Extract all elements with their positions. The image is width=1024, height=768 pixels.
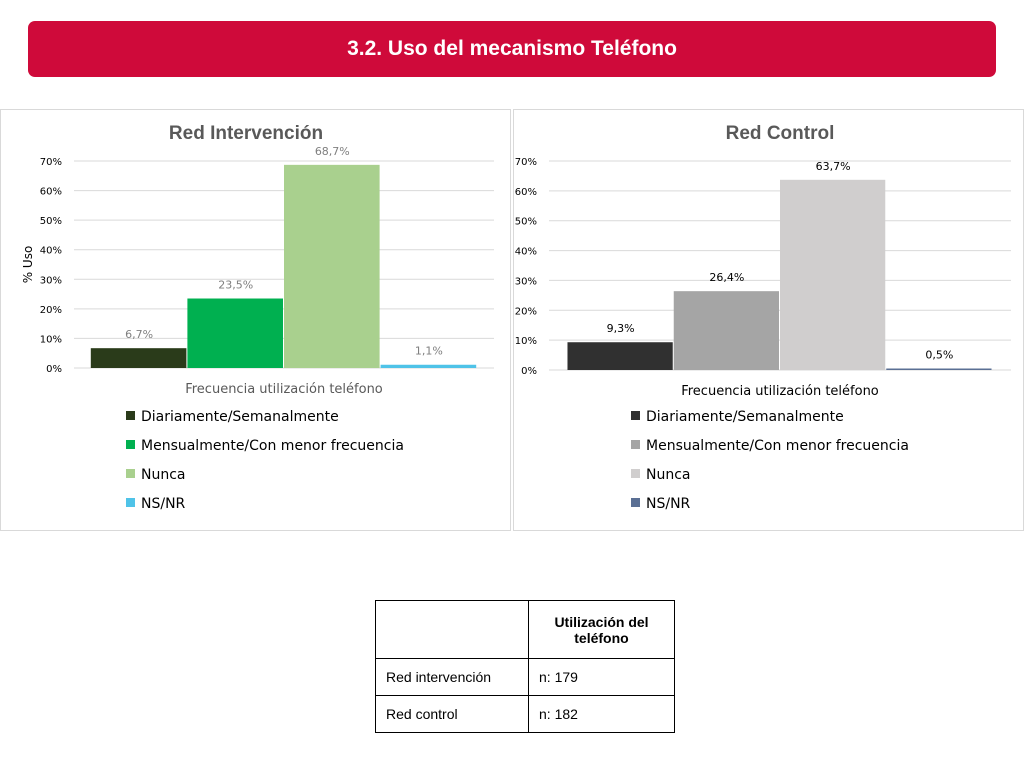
legend-swatch bbox=[126, 498, 135, 507]
bar bbox=[673, 291, 779, 370]
legend-label: Nunca bbox=[141, 467, 186, 483]
table-header-cell: Utilización del teléfono bbox=[528, 600, 675, 659]
legend-label: NS/NR bbox=[141, 496, 186, 512]
table-cell-network: Red intervención bbox=[375, 658, 529, 696]
y-tick-label: 50% bbox=[40, 216, 62, 227]
data-label: 23,5% bbox=[218, 279, 253, 292]
legend-label: Nunca bbox=[646, 467, 691, 483]
bar bbox=[780, 179, 886, 370]
bar bbox=[284, 164, 380, 368]
y-tick-label: 50% bbox=[515, 217, 537, 228]
data-label: 63,7% bbox=[816, 160, 851, 173]
legend-swatch bbox=[631, 469, 640, 478]
legend-label: Diariamente/Semanalmente bbox=[646, 409, 844, 425]
y-tick-label: 0% bbox=[46, 364, 62, 375]
y-tick-label: 70% bbox=[40, 157, 62, 168]
y-tick-label: 60% bbox=[515, 187, 537, 198]
legend-swatch bbox=[126, 440, 135, 449]
legend-swatch bbox=[126, 411, 135, 420]
bar bbox=[567, 342, 673, 370]
legend-swatch bbox=[631, 498, 640, 507]
legend-label: Mensualmente/Con menor frecuencia bbox=[141, 438, 404, 454]
y-tick-label: 20% bbox=[40, 305, 62, 316]
chart-panel-intervencion: Red Intervención 0% 10% 20% 30% 40% 50% 60% 70%%… bbox=[0, 109, 511, 531]
chart-red-control: Red Control 0% 10% 20% 30% 40% 50% 60% 70% 9,3% 26… bbox=[515, 123, 1011, 512]
x-axis-label: Frecuencia utilización teléfono bbox=[681, 384, 879, 399]
data-label: 1,1% bbox=[415, 345, 443, 358]
y-tick-label: 60% bbox=[40, 187, 62, 198]
table-header-cell bbox=[375, 600, 529, 659]
y-tick-label: 40% bbox=[515, 247, 537, 258]
chart-title: Red Intervención bbox=[169, 123, 323, 144]
legend-label: Diariamente/Semanalmente bbox=[141, 409, 339, 425]
data-label: 68,7% bbox=[315, 145, 350, 158]
chart-title: Red Control bbox=[726, 123, 835, 144]
y-tick-label: 30% bbox=[515, 276, 537, 287]
data-label: 9,3% bbox=[607, 322, 635, 335]
legend-label: NS/NR bbox=[646, 496, 691, 512]
sample-size-table: Utilización del teléfono Red intervenció… bbox=[375, 600, 675, 733]
y-tick-label: 20% bbox=[515, 306, 537, 317]
table-cell-network: Red control bbox=[375, 695, 529, 733]
bar bbox=[886, 368, 992, 370]
y-tick-label: 10% bbox=[40, 334, 62, 345]
y-tick-label: 10% bbox=[515, 336, 537, 347]
x-axis-label: Frecuencia utilización teléfono bbox=[185, 382, 383, 397]
page-title: 3.2. Uso del mecanismo Teléfono bbox=[347, 37, 677, 60]
chart-panel-control: Red Control 0% 10% 20% 30% 40% 50% 60% 70% 9,3% 26… bbox=[513, 109, 1024, 531]
y-tick-label: 40% bbox=[40, 246, 62, 257]
data-label: 0,5% bbox=[925, 349, 953, 362]
chart-red-intervencion: Red Intervención 0% 10% 20% 30% 40% 50% 60% 70%%… bbox=[21, 123, 494, 512]
legend-swatch bbox=[631, 411, 640, 420]
legend-swatch bbox=[631, 440, 640, 449]
table-row: Red control n: 182 bbox=[375, 695, 675, 733]
y-tick-label: 0% bbox=[521, 366, 537, 377]
table-header-row: Utilización del teléfono bbox=[375, 600, 675, 659]
table-row: Red intervención n: 179 bbox=[375, 658, 675, 696]
y-tick-label: 30% bbox=[40, 275, 62, 286]
data-label: 6,7% bbox=[125, 328, 153, 341]
legend-swatch bbox=[126, 469, 135, 478]
title-banner: 3.2. Uso del mecanismo Teléfono bbox=[28, 21, 996, 77]
bar bbox=[187, 298, 283, 368]
table-cell-n: n: 182 bbox=[528, 695, 675, 733]
data-label: 26,4% bbox=[709, 271, 744, 284]
bar bbox=[90, 348, 187, 368]
legend-label: Mensualmente/Con menor frecuencia bbox=[646, 438, 909, 454]
table-cell-n: n: 179 bbox=[528, 658, 675, 696]
y-tick-label: 70% bbox=[515, 157, 537, 168]
bar bbox=[380, 364, 477, 368]
y-axis-label: % Uso bbox=[21, 246, 35, 284]
